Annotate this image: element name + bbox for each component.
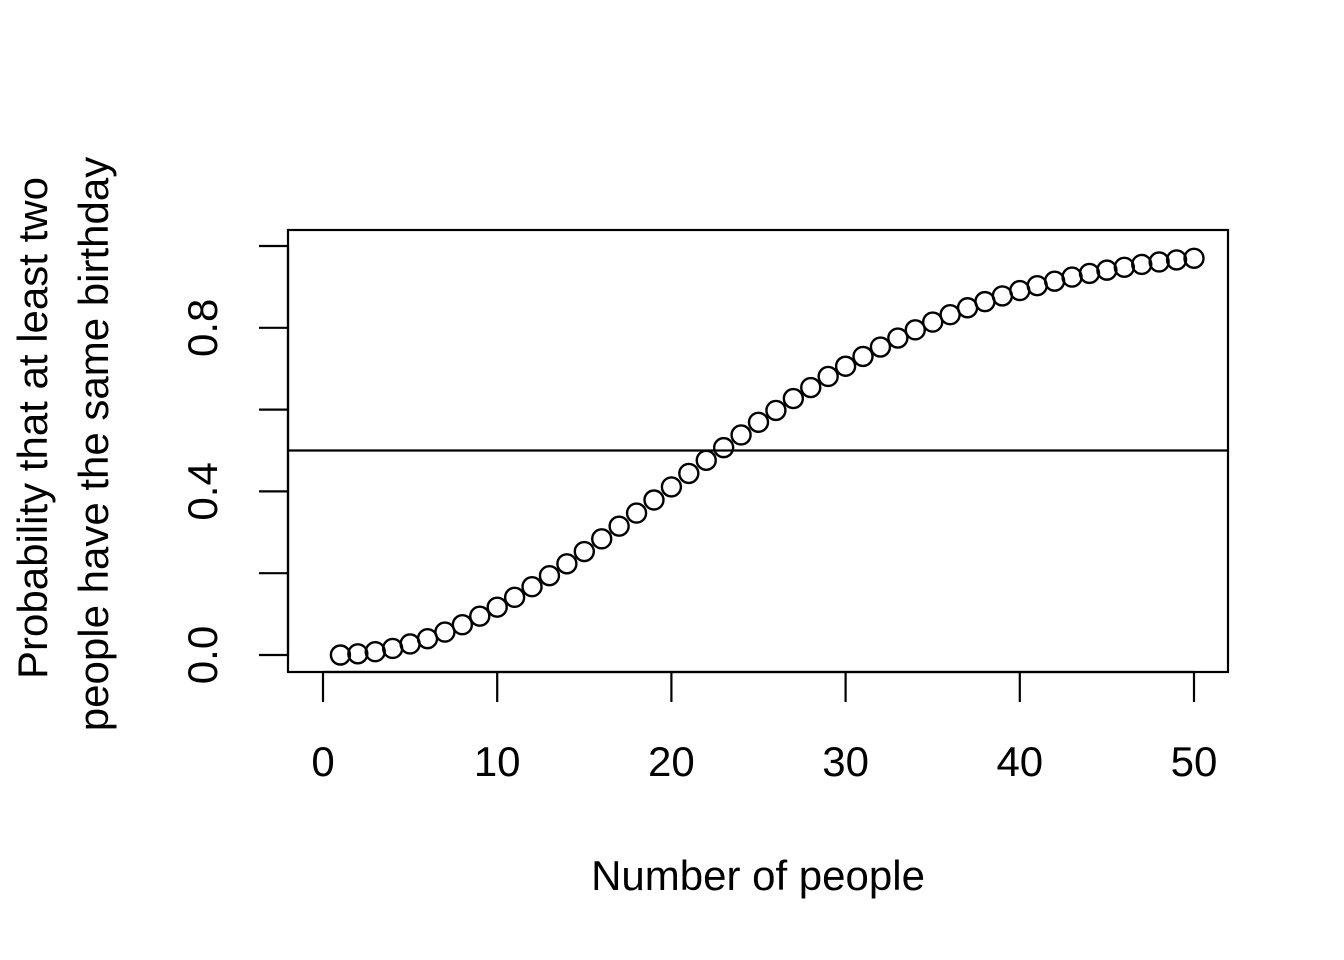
data-point bbox=[834, 355, 857, 377]
data-point bbox=[800, 376, 822, 399]
data-point bbox=[608, 515, 630, 537]
data-point bbox=[486, 596, 508, 618]
data-point bbox=[503, 586, 526, 609]
data-points bbox=[329, 247, 1205, 666]
x-tick-label: 10 bbox=[474, 738, 521, 785]
data-point bbox=[730, 424, 752, 446]
data-point bbox=[1113, 256, 1136, 278]
data-point bbox=[1165, 249, 1188, 271]
data-point bbox=[381, 637, 404, 660]
data-point bbox=[538, 564, 561, 587]
data-point bbox=[556, 553, 578, 575]
x-tick-label: 30 bbox=[822, 738, 869, 785]
data-point bbox=[712, 436, 735, 459]
axis-titles: Number of people Probability that at lea… bbox=[9, 157, 925, 899]
data-point bbox=[1078, 262, 1101, 285]
data-point bbox=[469, 605, 491, 627]
x-tick-label: 0 bbox=[311, 738, 334, 785]
data-point bbox=[852, 345, 874, 368]
data-point bbox=[939, 304, 961, 326]
data-point bbox=[434, 621, 456, 643]
data-point bbox=[1043, 270, 1066, 292]
y-axis-title-line-1: Probability that at least two bbox=[9, 177, 56, 679]
data-point bbox=[451, 614, 474, 636]
y-axis-title-line-2: people have the same birthday bbox=[70, 157, 117, 731]
data-point bbox=[1183, 247, 1205, 269]
data-point bbox=[956, 297, 979, 319]
x-tick-label: 50 bbox=[1171, 738, 1218, 785]
data-point bbox=[573, 540, 595, 563]
data-point bbox=[399, 633, 421, 655]
data-point bbox=[817, 365, 839, 388]
y-tick-label: 0.4 bbox=[179, 462, 226, 520]
data-point bbox=[1009, 279, 1031, 302]
data-point bbox=[364, 641, 386, 663]
x-axis: 0 10 20 30 40 50 bbox=[311, 670, 1218, 785]
data-point bbox=[904, 319, 926, 341]
data-point bbox=[521, 575, 543, 598]
data-point bbox=[347, 643, 369, 665]
data-point bbox=[1148, 251, 1170, 273]
y-tick-label: 0.0 bbox=[179, 626, 226, 684]
data-point bbox=[747, 411, 770, 433]
data-point bbox=[887, 327, 909, 349]
data-point bbox=[329, 644, 352, 666]
data-point bbox=[416, 627, 439, 650]
x-axis-title: Number of people bbox=[591, 852, 925, 899]
y-tick-label: 0.8 bbox=[179, 299, 226, 357]
x-tick-label: 20 bbox=[648, 738, 695, 785]
data-point bbox=[869, 336, 892, 358]
data-point bbox=[1096, 259, 1118, 281]
data-point bbox=[678, 462, 700, 485]
data-point bbox=[991, 285, 1014, 307]
data-point bbox=[660, 476, 683, 498]
data-point bbox=[695, 449, 717, 472]
data-point bbox=[782, 387, 805, 410]
data-point bbox=[1026, 274, 1048, 297]
data-point bbox=[765, 399, 787, 422]
x-tick-label: 40 bbox=[996, 738, 1043, 785]
data-point bbox=[922, 311, 944, 333]
data-point bbox=[643, 489, 665, 511]
data-point bbox=[1131, 253, 1153, 276]
data-point bbox=[625, 502, 648, 524]
data-point bbox=[1061, 266, 1083, 288]
y-axis: 0.0 0.4 0.8 bbox=[179, 244, 290, 684]
data-point bbox=[974, 290, 996, 313]
data-point bbox=[591, 528, 613, 550]
